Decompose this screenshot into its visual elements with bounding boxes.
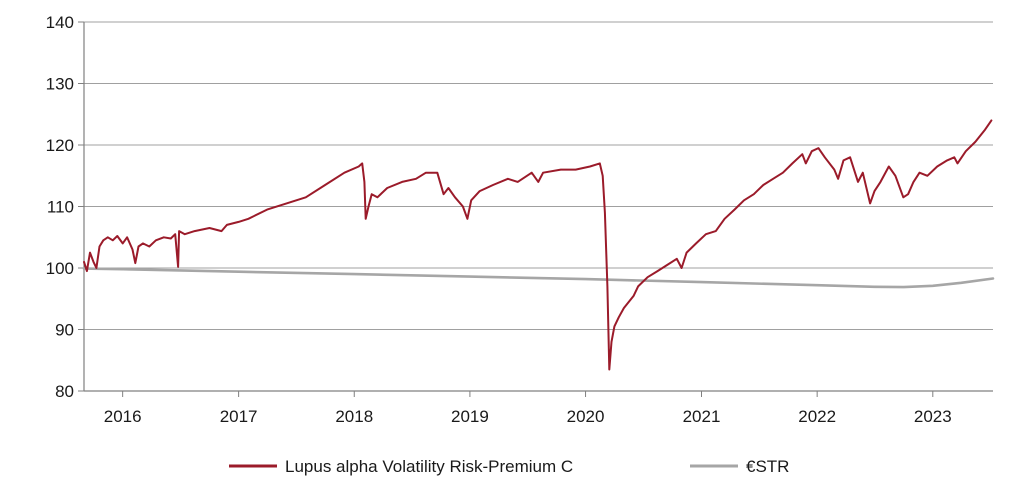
y-tick-label: 130 [46,75,74,94]
y-tick-label: 100 [46,259,74,278]
x-tick-label: 2019 [451,407,489,426]
axes [78,21,993,397]
y-tick-label: 80 [55,382,74,401]
legend-entry-fund: Lupus alpha Volatility Risk-Premium C [229,457,573,476]
x-tick-label: 2022 [798,407,836,426]
y-tick-label: 110 [47,198,74,217]
gridlines [84,21,993,392]
legend-entry-estr: €STR [690,457,789,476]
plot-series [82,119,995,371]
x-tick-label: 2018 [335,407,373,426]
series-line-estr [82,267,995,289]
x-axis-tick-labels: 2016 2017 2018 2019 2020 2021 2022 2023 [104,407,952,426]
x-tick-label: 2017 [220,407,258,426]
x-tick-label: 2020 [567,407,605,426]
x-tick-label: 2016 [104,407,142,426]
y-axis-tick-labels: 80 90 100 110 120 130 140 [46,13,74,401]
legend: Lupus alpha Volatility Risk-Premium C €ST… [229,457,789,476]
y-tick-label: 90 [55,321,74,340]
y-tick-label: 120 [46,136,74,155]
legend-label: €STR [746,457,789,476]
series-line-fund [83,119,993,371]
legend-label: Lupus alpha Volatility Risk-Premium C [285,457,573,476]
x-tick-label: 2021 [683,407,721,426]
x-tick-label: 2023 [914,407,952,426]
y-tick-label: 140 [46,13,74,32]
